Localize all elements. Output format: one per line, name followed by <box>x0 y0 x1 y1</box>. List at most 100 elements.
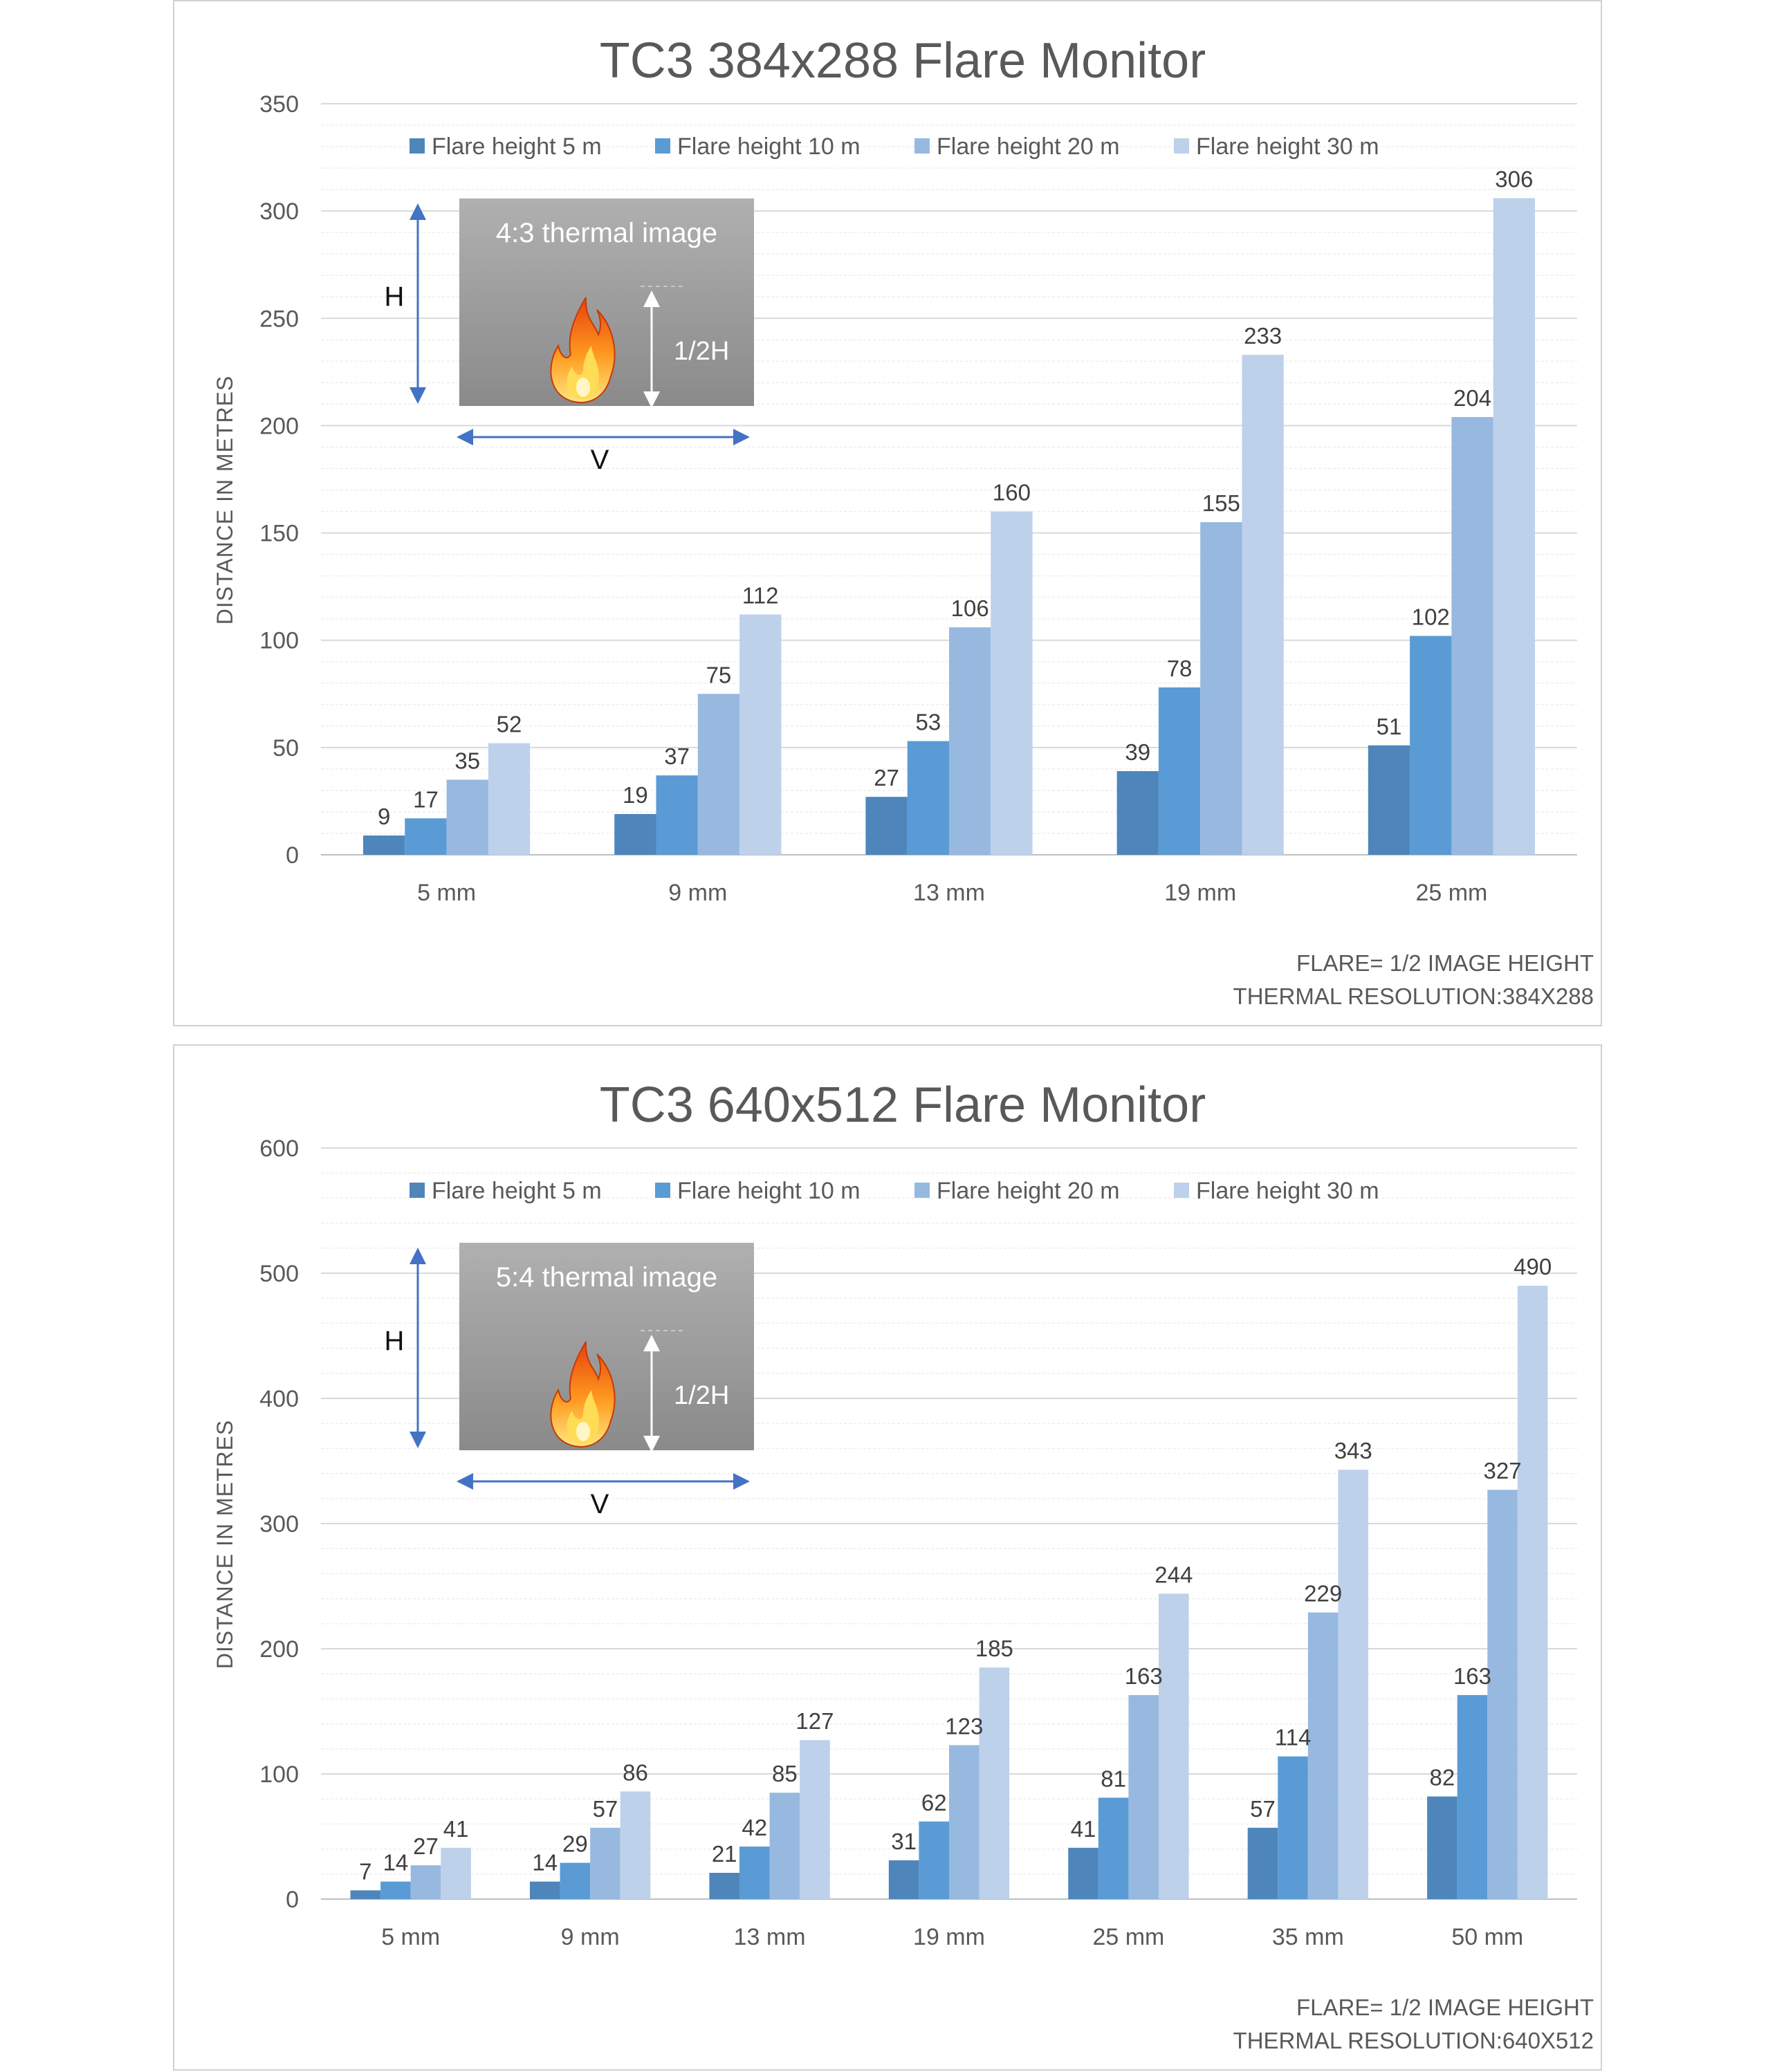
data-label: 155 <box>1202 490 1240 516</box>
data-label: 114 <box>1275 1725 1312 1750</box>
data-label: 163 <box>1453 1663 1491 1689</box>
y-tick-label: 500 <box>259 1261 299 1287</box>
data-label: 21 <box>712 1841 737 1867</box>
data-label: 41 <box>443 1816 469 1842</box>
height-label: H <box>385 1326 405 1356</box>
bar <box>363 835 405 855</box>
chart-title: TC3 640x512 Flare Monitor <box>600 1077 1206 1133</box>
bar <box>1242 355 1284 855</box>
legend-swatch <box>914 1183 930 1198</box>
data-label: 75 <box>706 662 732 687</box>
height-label: H <box>385 281 405 312</box>
data-label: 204 <box>1453 385 1491 411</box>
bar <box>1368 745 1410 855</box>
data-label: 27 <box>874 765 899 790</box>
data-label: 229 <box>1304 1581 1342 1607</box>
x-tick-label: 5 mm <box>381 1924 440 1950</box>
chart-note: THERMAL RESOLUTION:640X512 <box>1233 2028 1594 2053</box>
half-height-label: 1/2H <box>674 1381 729 1410</box>
thermal-image-inset: 5:4 thermal image 1/2H H V <box>385 1243 754 1519</box>
data-label: 112 <box>742 582 779 608</box>
bar <box>739 614 782 855</box>
bar <box>380 1881 411 1899</box>
data-label: 7 <box>359 1858 371 1884</box>
data-label: 57 <box>593 1796 618 1822</box>
data-label: 37 <box>664 743 690 769</box>
bar <box>1493 198 1535 855</box>
chart-svg: TC3 384x288 Flare Monitor 0 50 100 150 200 250… <box>212 33 1594 1009</box>
data-label: 51 <box>1377 714 1402 739</box>
y-tick-label: 600 <box>259 1136 299 1162</box>
data-label: 52 <box>497 712 522 737</box>
bar <box>1159 1593 1189 1899</box>
chart-note: THERMAL RESOLUTION:384X288 <box>1233 983 1594 1009</box>
x-tick-label: 50 mm <box>1451 1924 1523 1950</box>
bar <box>949 1745 980 1899</box>
bar <box>1116 770 1159 855</box>
bar <box>1098 1797 1129 1899</box>
y-tick-label: 300 <box>259 198 299 225</box>
bar <box>1278 1756 1308 1899</box>
bar <box>410 1865 441 1899</box>
legend-label: Flare height 10 m <box>677 1178 861 1204</box>
x-tick-label: 25 mm <box>1092 1924 1164 1950</box>
data-label: 31 <box>891 1829 917 1854</box>
x-tick-label: 5 mm <box>417 880 476 906</box>
y-tick-label: 400 <box>259 1386 299 1412</box>
bar <box>350 1890 381 1899</box>
bar <box>1200 522 1242 855</box>
data-label: 81 <box>1101 1766 1126 1791</box>
chart-panel-384x288: TC3 384x288 Flare Monitor 0 50 100 150 200 250… <box>173 0 1602 1026</box>
data-label: 185 <box>975 1636 1013 1661</box>
y-tick-label: 100 <box>259 628 299 654</box>
x-tick-label: 9 mm <box>561 1924 620 1950</box>
legend-swatch <box>914 138 930 154</box>
y-tick-label: 50 <box>273 735 299 761</box>
y-tick-label: 0 <box>286 1887 299 1913</box>
width-label: V <box>591 1489 609 1519</box>
legend-label: Flare height 30 m <box>1196 1178 1379 1204</box>
bar <box>1128 1694 1159 1899</box>
data-label: 29 <box>562 1831 588 1857</box>
x-tick-label: 13 mm <box>913 880 985 906</box>
data-label: 17 <box>413 786 439 812</box>
thermal-image-inset: 4:3 thermal image 1/2H H V <box>385 198 754 475</box>
bar <box>1451 417 1493 855</box>
legend-swatch <box>655 1183 670 1198</box>
y-tick-label: 0 <box>286 842 299 869</box>
bar <box>991 511 1033 855</box>
bar <box>1338 1470 1369 1899</box>
legend-swatch <box>655 138 670 154</box>
data-label: 160 <box>993 480 1031 506</box>
bar <box>800 1740 830 1899</box>
bar <box>1068 1847 1098 1899</box>
width-label: V <box>591 445 609 475</box>
data-label: 14 <box>532 1850 558 1876</box>
bar <box>560 1862 591 1899</box>
half-height-label: 1/2H <box>674 337 729 366</box>
x-tick-label: 9 mm <box>668 880 727 906</box>
y-tick-label: 100 <box>259 1761 299 1788</box>
bar <box>656 775 698 855</box>
data-label: 327 <box>1484 1458 1522 1483</box>
y-tick-label: 350 <box>259 91 299 118</box>
y-tick-label: 200 <box>259 413 299 439</box>
data-label: 41 <box>1071 1816 1096 1842</box>
data-label: 123 <box>945 1713 983 1739</box>
data-label: 82 <box>1430 1765 1455 1791</box>
data-label: 39 <box>1125 739 1150 765</box>
data-label: 163 <box>1125 1663 1163 1689</box>
data-label: 490 <box>1514 1254 1552 1279</box>
bar <box>1410 636 1452 855</box>
data-label: 42 <box>742 1815 767 1840</box>
flame-icon <box>550 1341 616 1448</box>
inset-title: 4:3 thermal image <box>496 218 717 248</box>
y-axis-title: DISTANCE IN METRES <box>212 376 237 625</box>
bar <box>1307 1612 1339 1899</box>
bar <box>697 694 740 855</box>
data-label: 14 <box>383 1850 409 1876</box>
bar <box>1427 1796 1457 1899</box>
data-label: 106 <box>951 595 989 621</box>
data-label: 233 <box>1244 323 1282 349</box>
legend-swatch <box>1174 1183 1189 1198</box>
